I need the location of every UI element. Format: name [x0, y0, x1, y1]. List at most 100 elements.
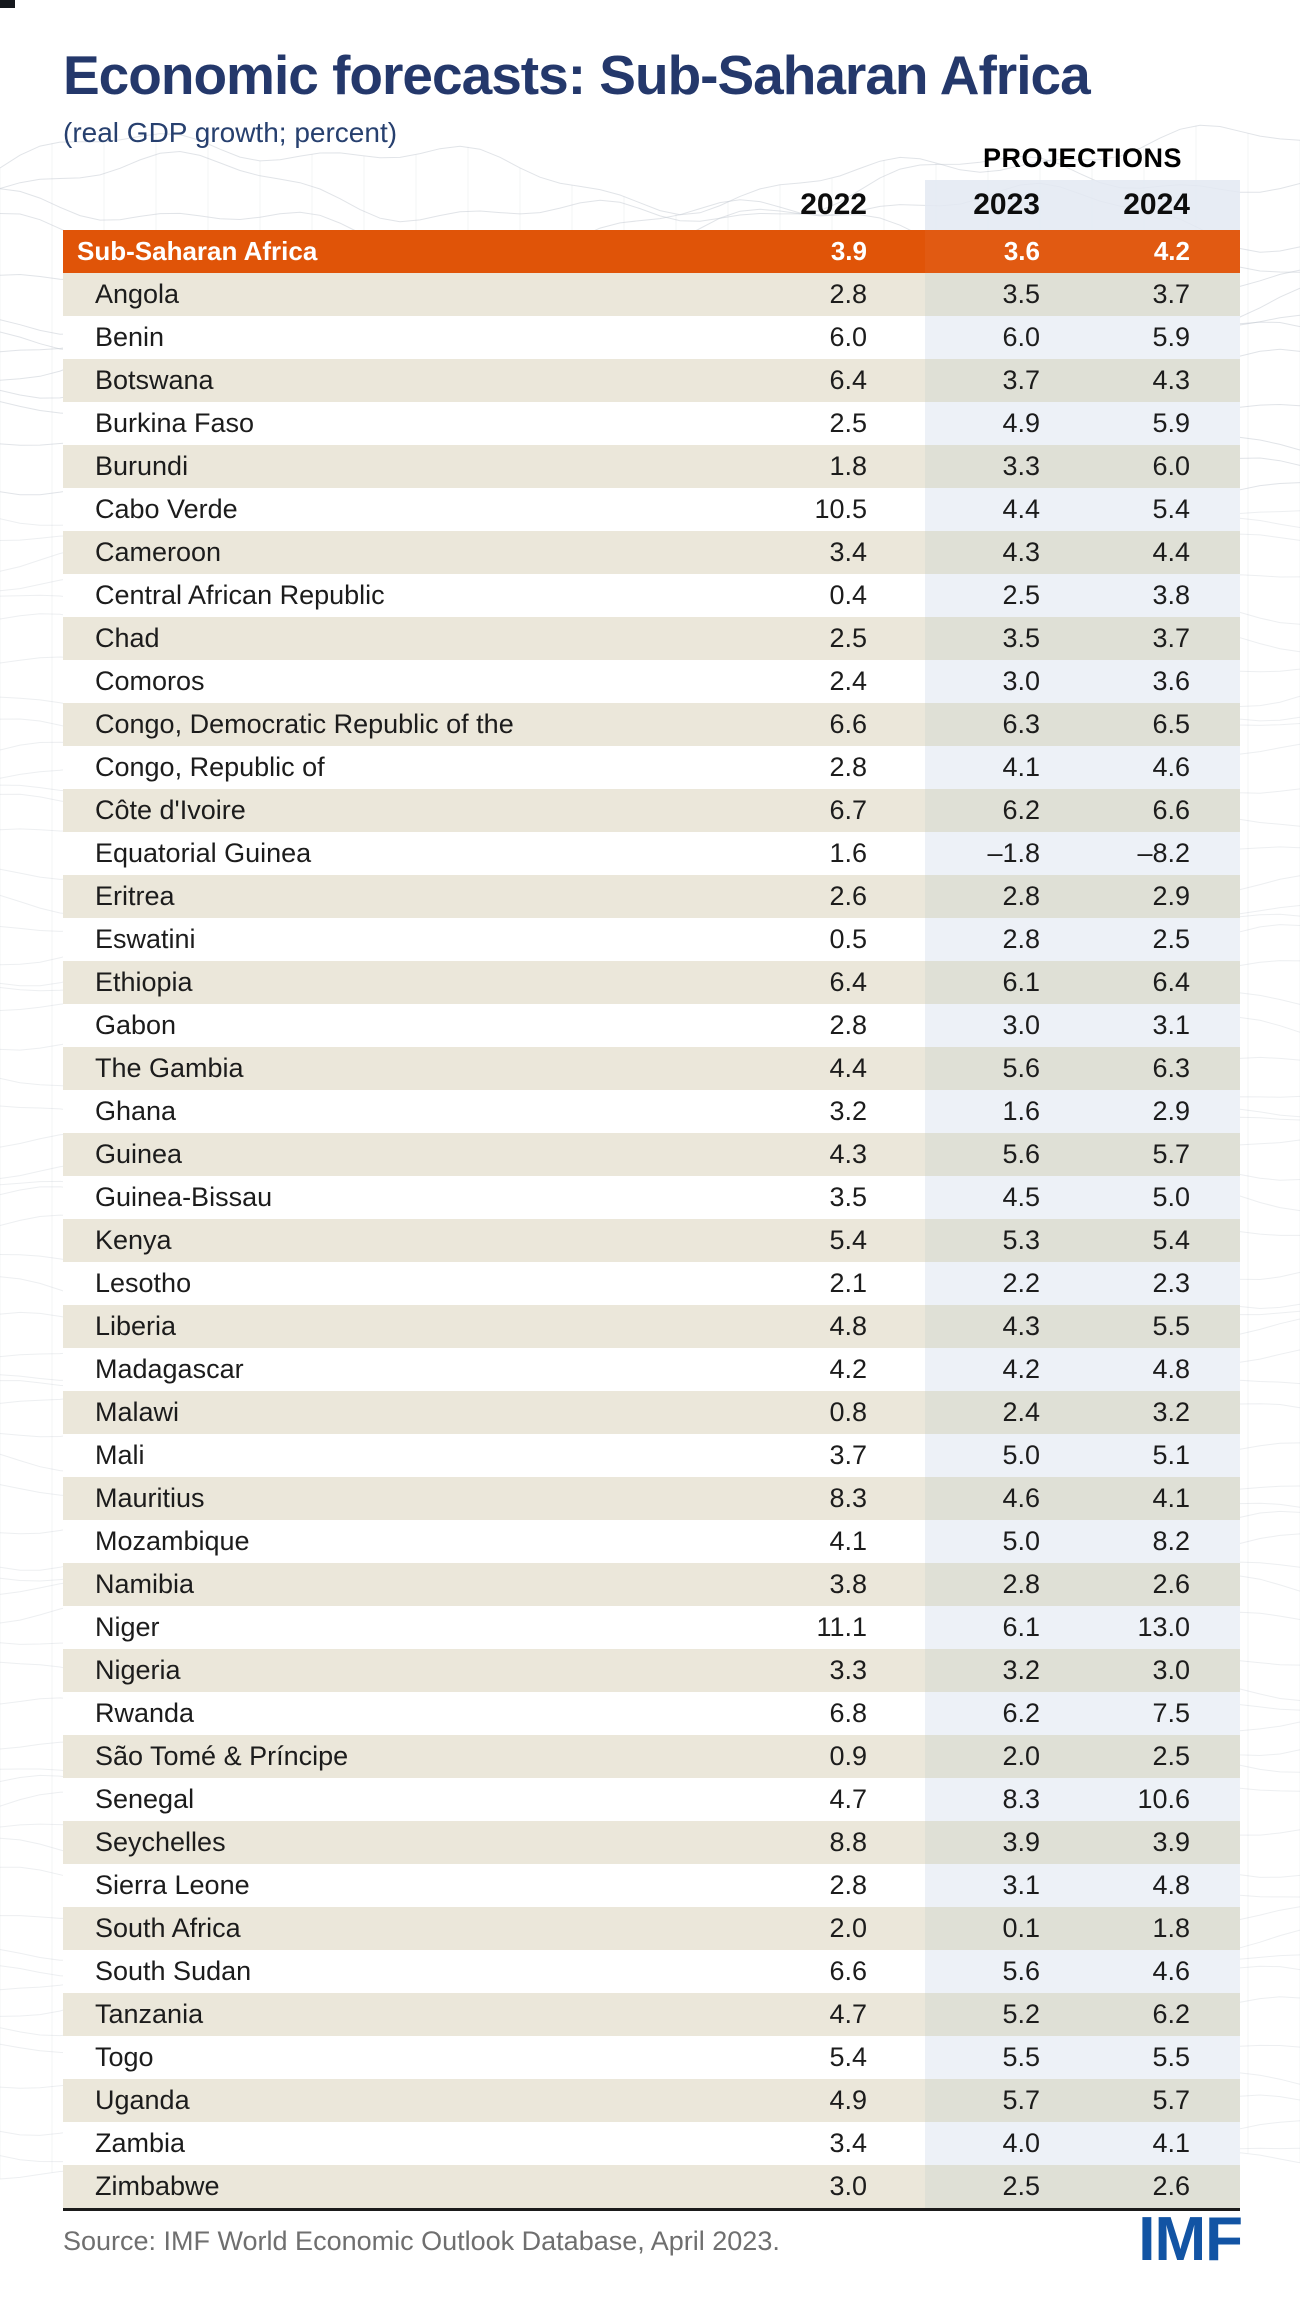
value-2023: 0.1	[925, 1907, 1095, 1950]
value-2023: 3.1	[925, 1864, 1095, 1907]
value-2024: 4.3	[1095, 359, 1240, 402]
value-2023: 4.9	[925, 402, 1095, 445]
value-2022: 3.4	[700, 2122, 925, 2165]
table-row: Angola 2.8 3.5 3.7	[63, 273, 1240, 316]
value-2023: –1.8	[925, 832, 1095, 875]
value-2022: 0.8	[700, 1391, 925, 1434]
table-row: São Tomé & Príncipe 0.9 2.0 2.5	[63, 1735, 1240, 1778]
value-2024: 6.6	[1095, 789, 1240, 832]
value-2023: 4.6	[925, 1477, 1095, 1520]
value-2023: 2.5	[925, 574, 1095, 617]
table-row: Gabon 2.8 3.0 3.1	[63, 1004, 1240, 1047]
table-row: Cabo Verde 10.5 4.4 5.4	[63, 488, 1240, 531]
country-name: Nigeria	[63, 1649, 700, 1692]
value-2022: 0.9	[700, 1735, 925, 1778]
country-name: The Gambia	[63, 1047, 700, 1090]
value-2022: 6.8	[700, 1692, 925, 1735]
country-name: Namibia	[63, 1563, 700, 1606]
country-name: South Sudan	[63, 1950, 700, 1993]
year-column-2022: 2022	[800, 188, 867, 221]
value-2022: 4.3	[700, 1133, 925, 1176]
value-2024: 2.5	[1095, 918, 1240, 961]
table-row: Eswatini 0.5 2.8 2.5	[63, 918, 1240, 961]
value-2024: 13.0	[1095, 1606, 1240, 1649]
table-row: Burkina Faso 2.5 4.9 5.9	[63, 402, 1240, 445]
country-name: Burkina Faso	[63, 402, 700, 445]
value-2023: 4.3	[925, 531, 1095, 574]
table-row: Ghana 3.2 1.6 2.9	[63, 1090, 1240, 1133]
table-row: Tanzania 4.7 5.2 6.2	[63, 1993, 1240, 2036]
value-2022: 8.3	[700, 1477, 925, 1520]
table-row: Lesotho 2.1 2.2 2.3	[63, 1262, 1240, 1305]
value-2024: –8.2	[1095, 832, 1240, 875]
table-row: Togo 5.4 5.5 5.5	[63, 2036, 1240, 2079]
value-2023: 2.0	[925, 1735, 1095, 1778]
value-2022: 10.5	[700, 488, 925, 531]
country-name: Cameroon	[63, 531, 700, 574]
value-2023: 2.8	[925, 1563, 1095, 1606]
value-2024: 3.7	[1095, 273, 1240, 316]
country-name: Congo, Republic of	[63, 746, 700, 789]
value-2024: 4.1	[1095, 2122, 1240, 2165]
value-2023: 1.6	[925, 1090, 1095, 1133]
table-row: Burundi 1.8 3.3 6.0	[63, 445, 1240, 488]
value-2023: 5.5	[925, 2036, 1095, 2079]
value-2024: 2.6	[1095, 1563, 1240, 1606]
value-2023: 4.0	[925, 2122, 1095, 2165]
country-name: Ethiopia	[63, 961, 700, 1004]
table-row: Comoros 2.4 3.0 3.6	[63, 660, 1240, 703]
value-2024: 6.4	[1095, 961, 1240, 1004]
value-2022: 5.4	[700, 2036, 925, 2079]
value-2022: 3.4	[700, 531, 925, 574]
value-2023: 3.5	[925, 273, 1095, 316]
table-row: Liberia 4.8 4.3 5.5	[63, 1305, 1240, 1348]
value-2023: 3.7	[925, 359, 1095, 402]
value-2024: 5.4	[1095, 1219, 1240, 1262]
value-2023: 6.3	[925, 703, 1095, 746]
country-name: Seychelles	[63, 1821, 700, 1864]
value-2022: 4.2	[700, 1348, 925, 1391]
table-row: Nigeria 3.3 3.2 3.0	[63, 1649, 1240, 1692]
value-2022: 1.8	[700, 445, 925, 488]
value-2022: 4.8	[700, 1305, 925, 1348]
value-2023: 4.4	[925, 488, 1095, 531]
value-2022: 2.1	[700, 1262, 925, 1305]
table-row: Botswana 6.4 3.7 4.3	[63, 359, 1240, 402]
imf-logo: IMF	[1138, 2205, 1243, 2274]
table-row: Benin 6.0 6.0 5.9	[63, 316, 1240, 359]
value-2023: 4.3	[925, 1305, 1095, 1348]
value-2023: 5.0	[925, 1434, 1095, 1477]
country-name: Niger	[63, 1606, 700, 1649]
table-row: Mozambique 4.1 5.0 8.2	[63, 1520, 1240, 1563]
table-row: Sierra Leone 2.8 3.1 4.8	[63, 1864, 1240, 1907]
year-column-2024: 2024	[1095, 180, 1240, 230]
country-name: Ghana	[63, 1090, 700, 1133]
country-name: Sierra Leone	[63, 1864, 700, 1907]
value-2022: 2.8	[700, 1864, 925, 1907]
value-2022: 4.7	[700, 1778, 925, 1821]
value-2023: 6.0	[925, 316, 1095, 359]
value-2024: 4.6	[1095, 1950, 1240, 1993]
value-2023: 5.2	[925, 1993, 1095, 2036]
table-row: The Gambia 4.4 5.6 6.3	[63, 1047, 1240, 1090]
table-row: Côte d'Ivoire 6.7 6.2 6.6	[63, 789, 1240, 832]
table-row: South Sudan 6.6 5.6 4.6	[63, 1950, 1240, 1993]
value-2024: 5.5	[1095, 2036, 1240, 2079]
value-2023: 3.0	[925, 1004, 1095, 1047]
table-row: Chad 2.5 3.5 3.7	[63, 617, 1240, 660]
table-row: Uganda 4.9 5.7 5.7	[63, 2079, 1240, 2122]
country-name: Cabo Verde	[63, 488, 700, 531]
value-2023: 6.1	[925, 1606, 1095, 1649]
value-2022: 3.3	[700, 1649, 925, 1692]
table-row: Guinea 4.3 5.6 5.7	[63, 1133, 1240, 1176]
value-2024: 6.3	[1095, 1047, 1240, 1090]
value-2024: 8.2	[1095, 1520, 1240, 1563]
value-2023: 3.2	[925, 1649, 1095, 1692]
country-name: Uganda	[63, 2079, 700, 2122]
country-name: Malawi	[63, 1391, 700, 1434]
value-2022: 6.4	[700, 359, 925, 402]
value-2022: 3.5	[700, 1176, 925, 1219]
region-total-row: Sub-Saharan Africa 3.9 3.6 4.2	[63, 230, 1240, 273]
value-2022: 2.5	[700, 617, 925, 660]
